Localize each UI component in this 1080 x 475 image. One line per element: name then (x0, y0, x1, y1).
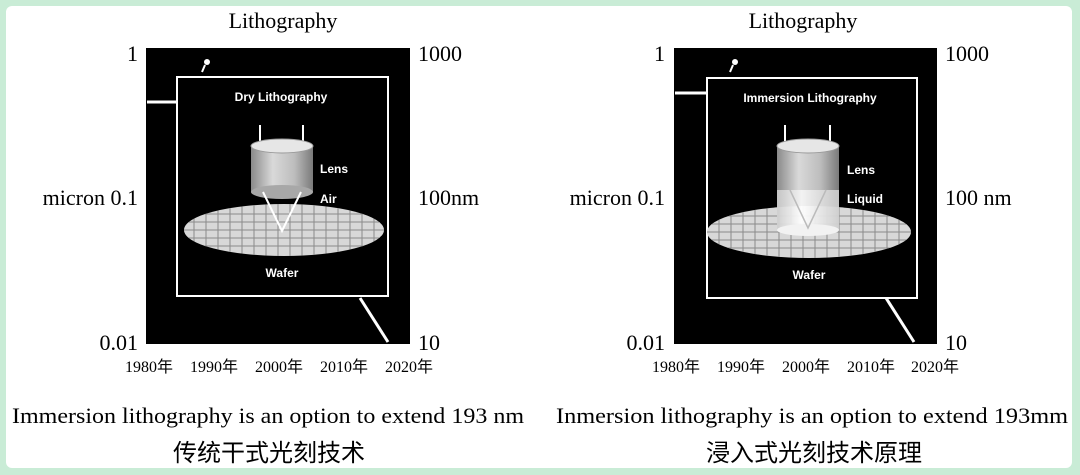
x-tick-label: 1980年 (125, 358, 173, 376)
lens-label: Lens (847, 163, 875, 177)
right-axis-middle: 100nm (418, 185, 479, 210)
caption-chinese: 传统干式光刻技术 (173, 440, 365, 467)
left-axis-top: 1 (654, 41, 665, 66)
medium-label: Air (320, 192, 337, 206)
right-axis-top: 1000 (945, 41, 989, 66)
right-axis-bottom: 10 (945, 330, 967, 355)
x-tick-label: 2000年 (255, 358, 303, 376)
x-tick-label: 2020年 (911, 358, 959, 376)
caption-english: Inmersion lithography is an option to ex… (556, 403, 1068, 428)
inset-box (176, 76, 389, 297)
x-tick-label: 1990年 (190, 358, 238, 376)
right-axis-bottom: 10 (418, 330, 440, 355)
caption-chinese: 浸入式光刻技术原理 (706, 440, 922, 467)
focused-beam (789, 189, 827, 230)
lens (250, 138, 314, 199)
panel-immersion-lithography: Lithography Immersion Lithography (556, 8, 1068, 467)
panel-title: Lithography (229, 8, 338, 33)
data-marker-tail (729, 64, 734, 73)
inset-title: Immersion Lithography (743, 91, 877, 105)
left-axis-middle: micron 0.1 (570, 185, 665, 210)
trend-line-segment (358, 297, 390, 343)
left-axis-bottom: 0.01 (100, 330, 139, 355)
left-axis-top: 1 (127, 41, 138, 66)
panel-dry-lithography: Lithography Dry Lithography (12, 8, 524, 467)
trend-line-segment (884, 297, 916, 343)
right-axis-top: 1000 (418, 41, 462, 66)
immersion-liquid (777, 190, 839, 236)
x-tick-label: 2020年 (385, 358, 433, 376)
x-tick-label: 2000年 (782, 358, 830, 376)
focused-beam (262, 191, 302, 234)
left-axis-middle: micron 0.1 (43, 185, 138, 210)
x-tick-label: 2010年 (320, 358, 368, 376)
x-tick-label: 1980年 (652, 358, 700, 376)
wafer-label: Wafer (793, 268, 826, 282)
left-axis-bottom: 0.01 (627, 330, 666, 355)
right-axis-middle: 100 nm (945, 185, 1012, 210)
x-tick-label: 1990年 (717, 358, 765, 376)
lens-label: Lens (320, 162, 348, 176)
x-tick-label: 2010年 (847, 358, 895, 376)
inset-title: Dry Lithography (235, 90, 328, 104)
caption-english: Immersion lithography is an option to ex… (12, 403, 524, 428)
medium-label: Liquid (847, 192, 883, 206)
data-marker (204, 59, 210, 65)
wafer-label: Wafer (266, 266, 299, 280)
data-marker-tail (201, 64, 206, 73)
data-marker (732, 59, 738, 65)
lens (776, 138, 840, 190)
panel-title: Lithography (749, 8, 858, 33)
